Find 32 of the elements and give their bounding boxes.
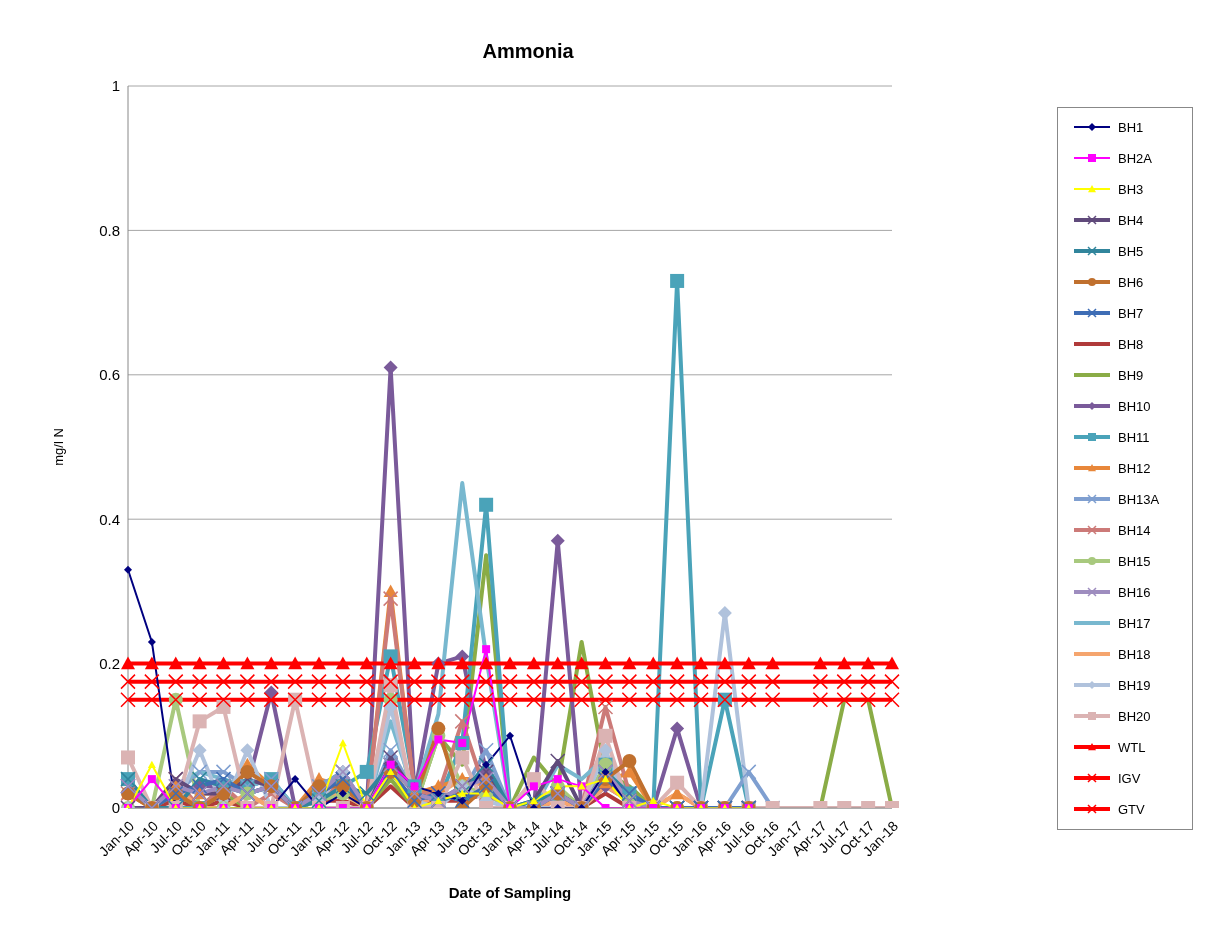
y-axis-title: mg/l N bbox=[50, 428, 66, 466]
legend-label: BH12 bbox=[1118, 460, 1151, 476]
y-tick-label: 0 bbox=[111, 799, 120, 817]
legend-label: BH2A bbox=[1118, 150, 1152, 166]
legend-label: WTL bbox=[1118, 739, 1146, 755]
y-tick-label: 0.8 bbox=[99, 221, 120, 239]
legend-label: BH1 bbox=[1118, 119, 1144, 135]
legend-label: BH17 bbox=[1118, 615, 1151, 631]
y-tick-label: 0.6 bbox=[99, 366, 120, 384]
legend-label: BH9 bbox=[1118, 367, 1144, 383]
legend-label: BH20 bbox=[1118, 708, 1151, 724]
legend-label: BH19 bbox=[1118, 677, 1151, 693]
x-axis-title: Date of Sampling bbox=[448, 884, 572, 901]
legend-label: BH14 bbox=[1118, 522, 1151, 538]
legend-label: BH15 bbox=[1118, 553, 1151, 569]
legend-label: GTV bbox=[1118, 801, 1145, 817]
legend-label: BH8 bbox=[1118, 336, 1144, 352]
legend-label: BH10 bbox=[1118, 398, 1151, 414]
legend-label: BH3 bbox=[1118, 181, 1144, 197]
legend-label: BH13A bbox=[1118, 491, 1160, 507]
legend-label: BH6 bbox=[1118, 274, 1144, 290]
y-tick-label: 0.2 bbox=[99, 654, 120, 672]
legend-label: BH4 bbox=[1118, 212, 1144, 228]
y-tick-label: 1 bbox=[111, 77, 120, 95]
legend-label: BH11 bbox=[1118, 429, 1150, 445]
legend-label: BH7 bbox=[1118, 305, 1144, 321]
legend-label: BH18 bbox=[1118, 646, 1151, 662]
legend-label: BH16 bbox=[1118, 584, 1151, 600]
legend-label: BH5 bbox=[1118, 243, 1144, 259]
chart-title: Ammonia bbox=[481, 40, 575, 63]
y-tick-label: 0.4 bbox=[99, 510, 120, 528]
legend-label: IGV bbox=[1118, 770, 1141, 786]
